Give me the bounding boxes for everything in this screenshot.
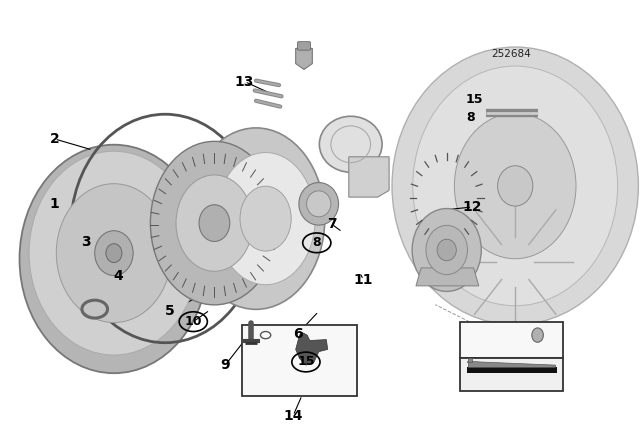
- Text: 1: 1: [49, 197, 60, 211]
- Text: 3: 3: [81, 235, 92, 249]
- Ellipse shape: [106, 244, 122, 263]
- Polygon shape: [416, 268, 479, 286]
- Text: 13: 13: [235, 74, 254, 89]
- Ellipse shape: [187, 128, 325, 309]
- Ellipse shape: [454, 113, 576, 258]
- Ellipse shape: [498, 166, 533, 206]
- Polygon shape: [468, 361, 556, 367]
- Ellipse shape: [437, 239, 456, 261]
- Ellipse shape: [319, 116, 382, 172]
- Ellipse shape: [413, 66, 618, 306]
- Text: 15: 15: [297, 355, 315, 369]
- Text: 5: 5: [164, 304, 175, 319]
- Text: 15: 15: [466, 93, 483, 106]
- Ellipse shape: [307, 191, 331, 217]
- Ellipse shape: [299, 183, 339, 225]
- Ellipse shape: [29, 151, 198, 355]
- Text: 10: 10: [184, 315, 202, 328]
- Ellipse shape: [426, 225, 467, 275]
- FancyBboxPatch shape: [460, 358, 563, 391]
- FancyBboxPatch shape: [242, 325, 357, 396]
- Text: 14: 14: [284, 409, 303, 423]
- Polygon shape: [349, 157, 389, 197]
- Ellipse shape: [392, 47, 639, 325]
- Text: 8: 8: [466, 111, 474, 124]
- Ellipse shape: [216, 152, 315, 285]
- Text: 7: 7: [326, 217, 337, 231]
- Ellipse shape: [240, 186, 291, 251]
- Text: 8: 8: [312, 236, 321, 250]
- FancyBboxPatch shape: [298, 42, 310, 50]
- Ellipse shape: [412, 209, 481, 292]
- Ellipse shape: [176, 175, 253, 271]
- Text: 4: 4: [113, 268, 124, 283]
- Ellipse shape: [532, 328, 543, 342]
- Ellipse shape: [56, 184, 172, 323]
- Text: 6: 6: [292, 327, 303, 341]
- Text: 12: 12: [463, 200, 482, 214]
- Text: 252684: 252684: [491, 49, 531, 59]
- Ellipse shape: [199, 205, 230, 241]
- Polygon shape: [467, 358, 472, 362]
- Text: 9: 9: [220, 358, 230, 372]
- Ellipse shape: [95, 231, 133, 276]
- Text: 2: 2: [49, 132, 60, 146]
- Polygon shape: [296, 48, 312, 69]
- Polygon shape: [467, 367, 557, 373]
- Text: 11: 11: [354, 273, 373, 287]
- FancyBboxPatch shape: [460, 322, 563, 358]
- Polygon shape: [296, 332, 328, 365]
- Ellipse shape: [150, 142, 278, 305]
- Ellipse shape: [19, 145, 209, 373]
